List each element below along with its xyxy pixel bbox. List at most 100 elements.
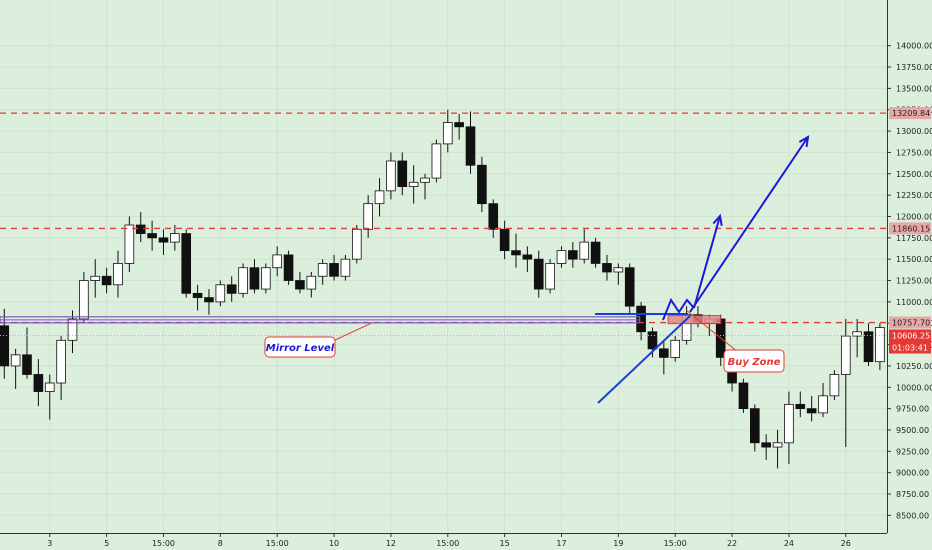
- x-tick-label: 15:00: [266, 539, 289, 548]
- y-tick-label: 8500.00: [896, 511, 929, 520]
- candle-up: [215, 284, 226, 303]
- x-tick-label: 17: [556, 539, 566, 548]
- y-tick-label: 12250.00: [896, 191, 932, 200]
- candle-down: [181, 233, 192, 294]
- x-tick-label: 3: [47, 539, 52, 548]
- candle-up: [386, 160, 396, 192]
- candle-down: [204, 297, 214, 303]
- projection-arrow-short: [693, 215, 721, 309]
- candle-up: [818, 395, 828, 414]
- candle-up: [261, 267, 271, 290]
- x-tick-label: 15: [500, 539, 510, 548]
- x-tick-label: 15:00: [436, 539, 459, 548]
- candle-down: [749, 408, 760, 444]
- candle-down: [465, 126, 476, 166]
- current-price-tag: [889, 329, 931, 354]
- y-axis-ticks: 8500.00 8750.00 9000.00 9250.00 9500.00 9750.…: [887, 42, 932, 520]
- candle-up: [79, 280, 89, 320]
- y-tick-label: 9750.00: [896, 405, 929, 414]
- candle-up: [340, 258, 351, 277]
- projection-arrow-long: [689, 136, 809, 313]
- candle-down: [647, 331, 658, 350]
- candle-down: [295, 280, 305, 290]
- x-tick-label: 5: [104, 539, 109, 548]
- candles: [0, 109, 885, 469]
- support-trendline: [597, 315, 691, 404]
- candle-down: [863, 331, 874, 363]
- candle-up: [56, 339, 66, 384]
- candle-down: [533, 258, 544, 290]
- candle-down: [488, 203, 499, 230]
- candle-up: [44, 382, 55, 392]
- candle-down: [590, 241, 601, 264]
- candle-down: [249, 267, 260, 290]
- y-tick-label: 9250.00: [896, 447, 929, 456]
- candle-down: [522, 254, 533, 260]
- x-tick-label: 8: [218, 539, 223, 548]
- candle-down: [0, 325, 10, 367]
- candle-down: [568, 250, 578, 260]
- candle-down: [329, 263, 339, 277]
- price-level-tag: [889, 316, 931, 329]
- price-level-tag-text: 10757.70: [892, 319, 930, 328]
- x-tick-label: 10: [329, 539, 339, 548]
- buy-zone-box[interactable]: [723, 349, 785, 373]
- annotations: Mirror Level Buy Zone: [264, 336, 785, 373]
- candle-up: [545, 263, 555, 290]
- candle-down: [226, 284, 237, 294]
- buy-zone-rect: [667, 315, 722, 325]
- candle-down: [283, 254, 294, 281]
- candle-up: [374, 190, 385, 205]
- x-tick-label: 26: [841, 539, 851, 548]
- candle-up: [784, 403, 794, 444]
- y-tick-label: 12500.00: [896, 170, 932, 179]
- buy-zone-pointer: [685, 309, 739, 353]
- y-tick-label: 13500.00: [896, 84, 932, 93]
- candle-down: [659, 348, 669, 358]
- candle-up: [772, 442, 783, 448]
- candle-up: [556, 250, 567, 264]
- candle-up: [408, 181, 419, 187]
- x-tick-label: 15:00: [152, 539, 175, 548]
- candle-up: [113, 263, 123, 286]
- y-tick-label: 14000.00: [896, 42, 932, 51]
- zigzag-path: [662, 297, 695, 321]
- x-tick-label: 22: [727, 539, 737, 548]
- drawings: [0, 135, 810, 404]
- current-price-value: 10606.25: [892, 332, 930, 341]
- candle-up: [10, 354, 21, 367]
- candle-down: [454, 122, 464, 128]
- candle-down: [397, 160, 408, 187]
- price-level-tag-text: 13209.84: [892, 109, 930, 118]
- mirror-level-box[interactable]: [264, 336, 336, 358]
- projection-arrow-long-head: [798, 135, 810, 148]
- y-tick-label: 11500.00: [896, 255, 932, 264]
- candle-down: [158, 237, 169, 243]
- mirror-level-label: Mirror Level: [266, 343, 335, 354]
- candle-down: [33, 374, 44, 392]
- candle-down: [795, 403, 806, 410]
- x-tick-label: 19: [613, 539, 623, 548]
- y-tick-label: 12000.00: [896, 212, 932, 221]
- price-level-tag: [889, 107, 931, 120]
- y-tick-label: 11000.00: [896, 298, 932, 307]
- candle-up: [829, 374, 840, 397]
- y-tick-label: 9500.00: [896, 426, 929, 435]
- price-level-tag: [889, 222, 931, 235]
- candle-up: [420, 177, 430, 183]
- candle-up: [852, 331, 862, 337]
- price-level-tag-text: 11860.15: [892, 224, 930, 233]
- candle-down: [499, 228, 510, 252]
- current-price-countdown: 01:03:41: [892, 344, 928, 353]
- candle-down: [738, 382, 749, 410]
- candle-down: [511, 250, 521, 256]
- y-tick-label: 10000.00: [896, 383, 932, 392]
- candle-up: [875, 327, 885, 363]
- candle-up: [670, 339, 681, 358]
- candle-down: [135, 224, 146, 234]
- candle-up: [840, 335, 851, 375]
- x-axis-ticks: 3 5 15:00 8 15:00 10 12 15:00 15 17 19 15:00 22 24 26: [47, 533, 851, 548]
- candle-up: [238, 267, 248, 294]
